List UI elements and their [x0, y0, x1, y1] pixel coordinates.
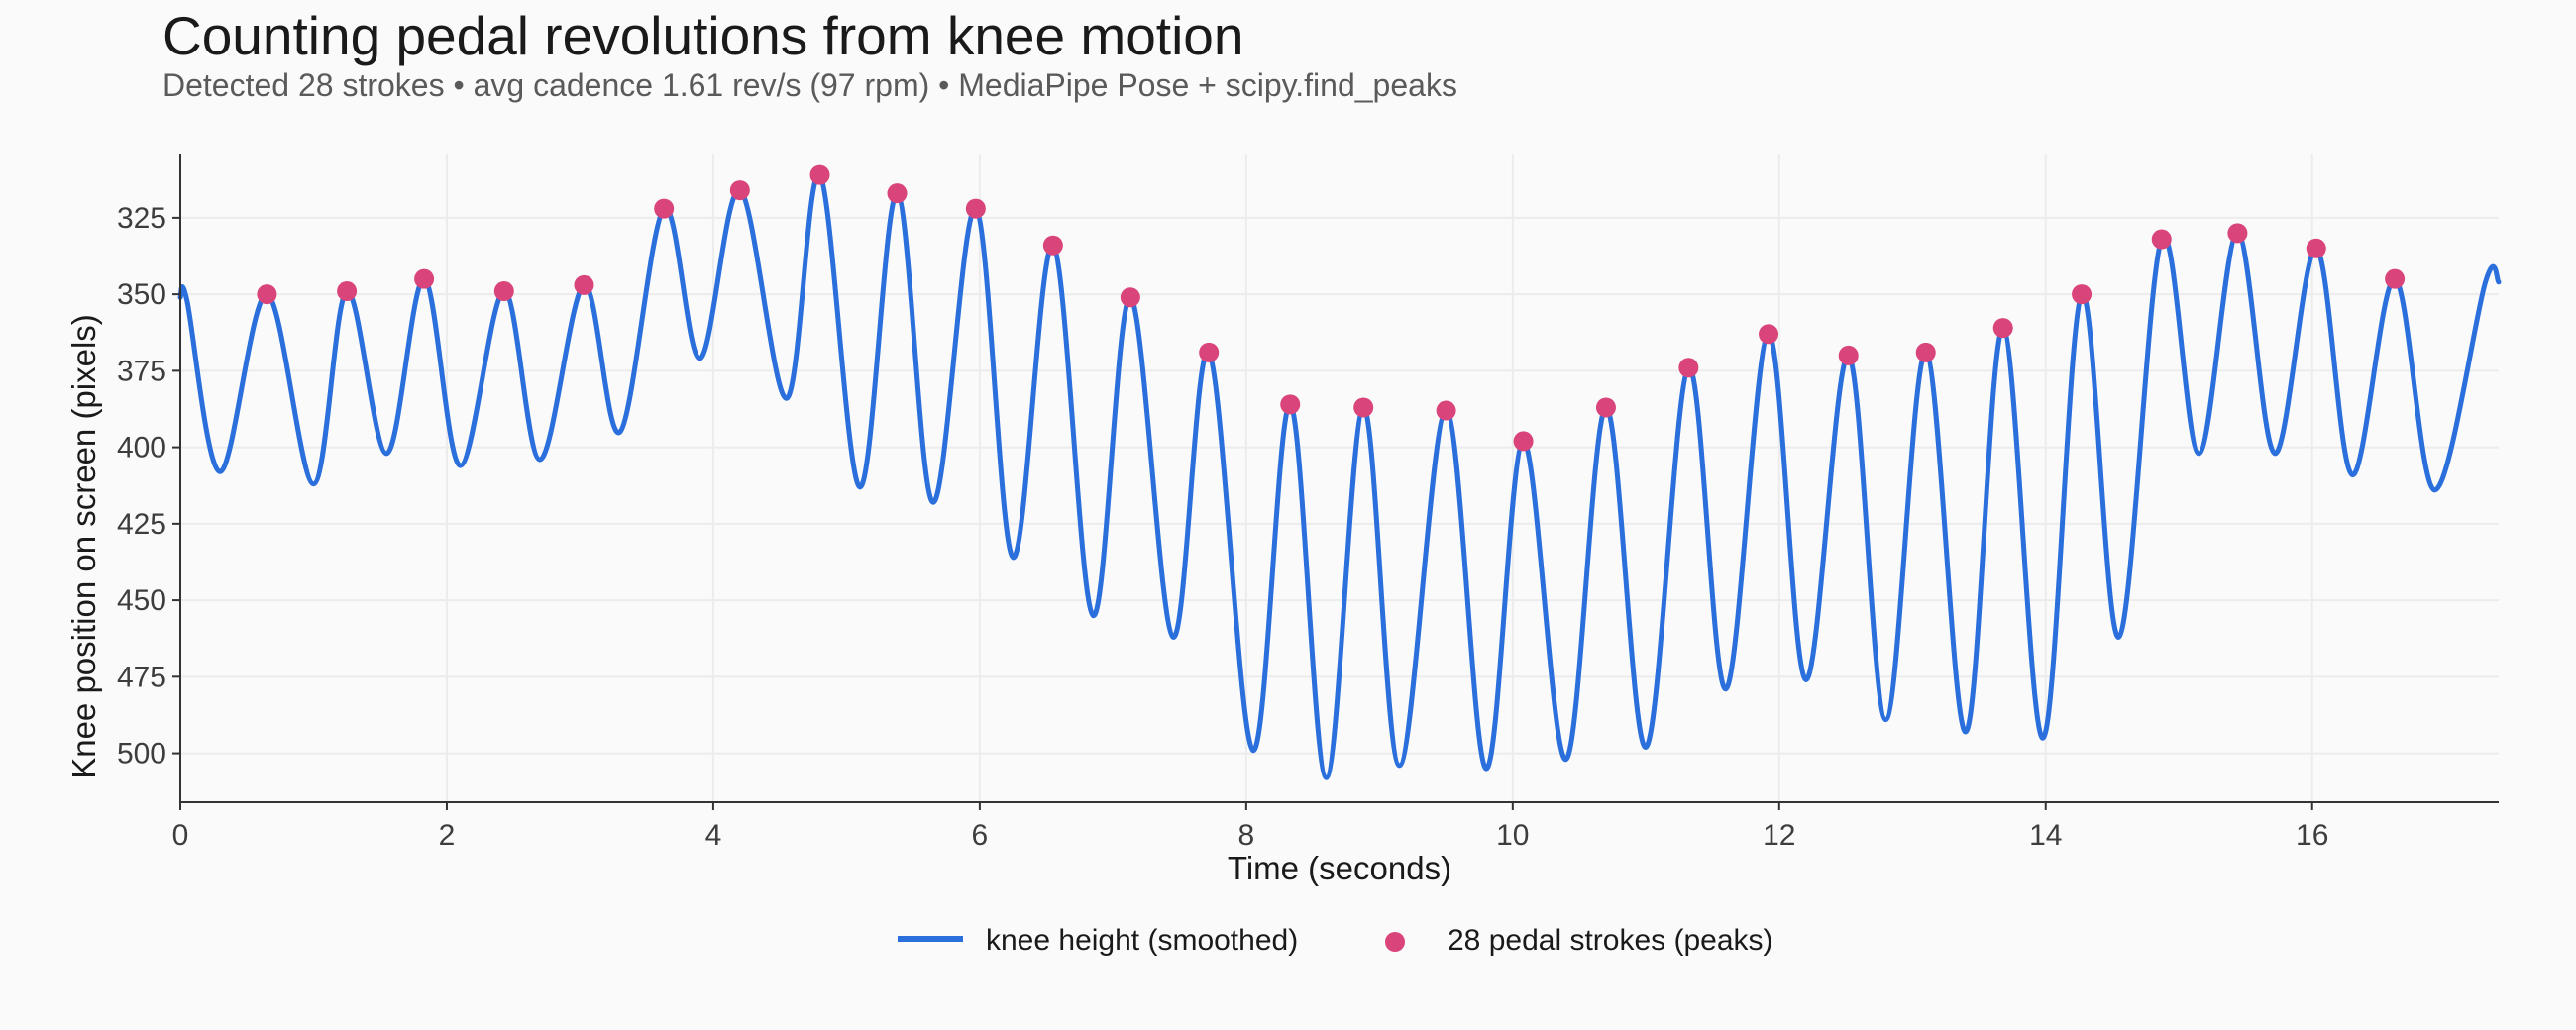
- peak-point: [1678, 358, 1699, 378]
- peak-point: [1199, 342, 1220, 362]
- x-axis-label: Time (seconds): [1228, 850, 1451, 886]
- peak-point: [414, 268, 435, 289]
- x-tick-label: 6: [972, 819, 989, 852]
- peak-point: [1513, 431, 1534, 452]
- y-tick-label: 325: [117, 202, 166, 235]
- series-knee-height: [177, 171, 2502, 780]
- x-tick-label: 14: [2029, 819, 2062, 852]
- peak-point: [2306, 238, 2326, 258]
- peak-point: [493, 281, 514, 302]
- y-tick-label: 375: [117, 355, 166, 387]
- peak-point: [729, 180, 750, 201]
- peak-point: [1353, 397, 1374, 418]
- peak-point: [337, 281, 358, 302]
- y-tick-label: 475: [117, 661, 166, 693]
- x-tick-label: 10: [1496, 819, 1529, 852]
- peak-point: [2385, 268, 2406, 289]
- x-tick-label: 12: [1763, 819, 1795, 852]
- x-tick-label: 2: [439, 819, 456, 852]
- y-tick-label: 400: [117, 432, 166, 464]
- peak-point: [1759, 324, 1779, 345]
- peak-point: [654, 198, 675, 219]
- y-axis-label: Knee position on screen (pixels): [65, 314, 102, 779]
- series-peaks: [257, 164, 2406, 452]
- y-tick-label: 500: [117, 738, 166, 771]
- peak-point: [2072, 284, 2093, 305]
- axes: [172, 154, 2499, 810]
- y-tick-label: 350: [117, 278, 166, 311]
- grid: [179, 154, 2499, 802]
- peak-point: [887, 183, 908, 204]
- legend: knee height (smoothed) 28 pedal strokes …: [898, 924, 1773, 957]
- y-tick-label: 450: [117, 584, 166, 617]
- peak-point: [2227, 223, 2248, 244]
- peak-point: [809, 164, 830, 185]
- peak-point: [1280, 394, 1301, 415]
- peak-point: [1992, 318, 2013, 339]
- peak-point: [257, 284, 277, 305]
- chart-subtitle: Detected 28 strokes • avg cadence 1.61 r…: [162, 67, 1457, 103]
- legend-label-peaks: 28 pedal strokes (peaks): [1448, 924, 1773, 957]
- knee-height-line: [177, 171, 2502, 780]
- x-tick-label: 16: [2296, 819, 2328, 852]
- peak-point: [1120, 287, 1140, 308]
- peak-point: [1436, 400, 1456, 421]
- x-tick-label: 4: [705, 819, 722, 852]
- legend-peak-swatch: [1385, 932, 1405, 952]
- y-tick-label: 425: [117, 508, 166, 541]
- peak-point: [1042, 235, 1063, 256]
- x-tick-label: 8: [1238, 819, 1255, 852]
- peak-point: [1838, 345, 1859, 365]
- tick-labels: 0 2 4 6 8 10 12 14 16 325 350 375 400 425 450 475 500: [117, 202, 2328, 852]
- chart-title: Counting pedal revolutions from knee mot…: [162, 5, 1244, 66]
- legend-label-knee-height: knee height (smoothed): [986, 924, 1298, 957]
- peak-point: [1595, 397, 1616, 418]
- peak-point: [965, 198, 986, 219]
- peak-point: [2151, 229, 2172, 250]
- peak-point: [1915, 342, 1936, 362]
- x-tick-label: 0: [172, 819, 189, 852]
- peak-point: [574, 274, 594, 295]
